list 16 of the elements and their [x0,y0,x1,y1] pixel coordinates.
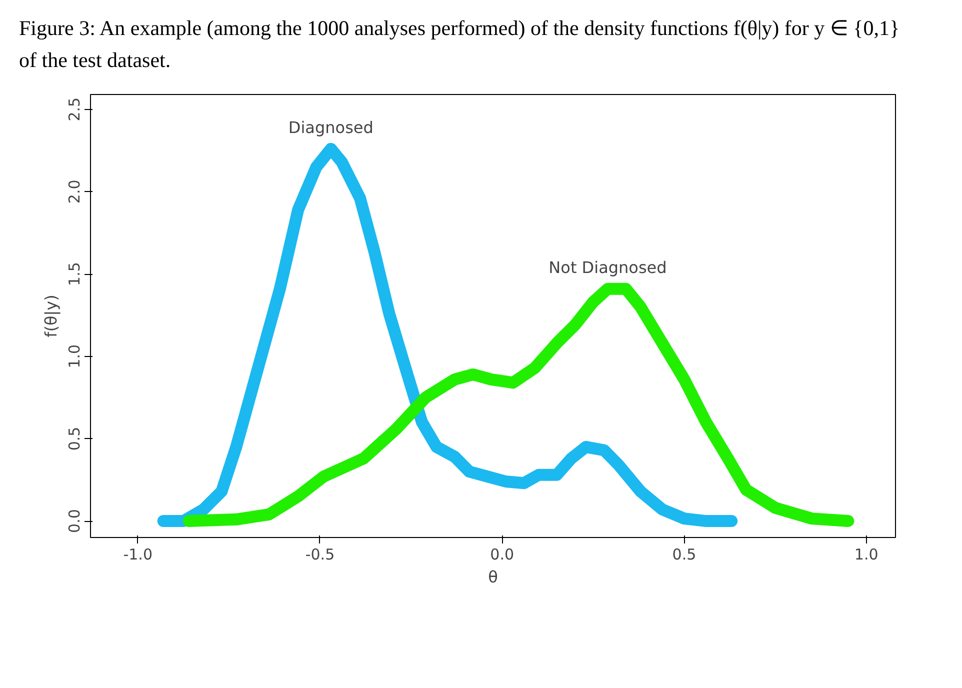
x-tick-label: -1.0 [123,546,152,564]
chart-title: Figure 3: An example (among the 1000 analyses performed) of the density functions f(θ|y) for y ∈ {0,1} of the test dataset. [18,15,901,74]
y-tick-label: 1.0 [66,344,84,368]
y-tick-label: 1.5 [66,262,84,286]
y-axis-title: f(θ|y) [42,294,60,338]
y-tick-label: 0.5 [66,426,84,451]
y-tick-label: 0.0 [66,509,84,533]
x-tick-label: 0.0 [490,546,514,564]
y-tick-label: 2.0 [66,180,84,204]
x-tick-label: 0.5 [672,546,696,564]
series-label: Diagnosed [288,118,374,137]
y-tick-label: 2.5 [66,97,84,122]
x-axis-title: θ [488,568,498,586]
x-tick-label: -0.5 [305,546,335,564]
x-tick-label: 1.0 [854,546,878,564]
series-label: Not Diagnosed [548,258,667,277]
